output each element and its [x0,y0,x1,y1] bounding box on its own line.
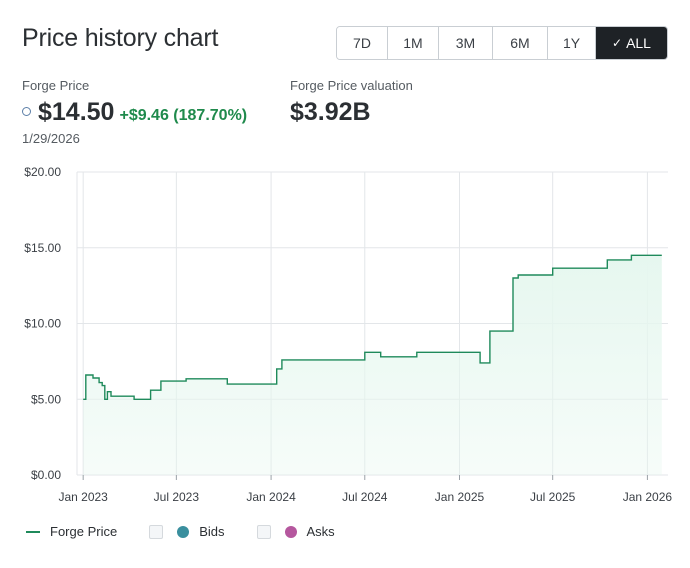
time-range-selector: 7D 1M 3M 6M 1Y ✓ ALL [336,26,668,60]
range-label: 3M [455,35,476,51]
valuation-value: $3.92B [290,98,371,126]
x-tick-label: Jan 2023 [58,490,108,504]
legend-label-asks: Asks [306,524,335,539]
y-tick-label: $20.00 [24,165,61,179]
y-tick-label: $0.00 [31,468,61,482]
range-label: 1Y [562,35,581,51]
valuation-label: Forge Price valuation [290,78,413,93]
range-label: 7D [353,35,371,51]
chart-legend: Forge Price Bids Asks [26,524,335,539]
range-button-3m[interactable]: 3M [439,27,493,59]
legend-label-bids: Bids [199,524,225,539]
y-tick-label: $10.00 [24,317,61,331]
legend-dot-bids-icon [177,525,190,538]
price-date: 1/29/2026 [22,131,80,146]
range-button-7d[interactable]: 7D [337,27,388,59]
y-tick-label: $15.00 [24,241,61,255]
x-tick-label: Jul 2025 [530,490,576,504]
range-label: 6M [510,35,530,51]
range-button-1m[interactable]: 1M [388,27,439,59]
price-line [83,254,662,400]
y-tick-label: $5.00 [31,392,61,406]
price-row: $14.50 +$9.46 (187.70%) [22,98,247,127]
range-label: ALL [626,35,651,51]
legend-line-icon [26,530,40,533]
x-tick-label: Jul 2023 [154,490,200,504]
range-button-6m[interactable]: 6M [493,27,548,59]
price-chart: $0.00 $5.00 $10.00 $15.00 $20.00 Jan 2023 Jul … [24,165,673,504]
price-label: Forge Price [22,78,90,93]
check-icon: ✓ [612,36,623,50]
legend-label-price: Forge Price [50,524,118,539]
price-marker-icon [22,107,31,116]
x-tick-label: Jan 2026 [623,490,673,504]
x-tick-label: Jan 2025 [435,490,485,504]
range-label: 1M [403,35,423,51]
range-button-all[interactable]: ✓ ALL [596,27,667,59]
page-title: Price history chart [22,24,219,52]
range-button-1y[interactable]: 1Y [548,27,596,59]
x-tick-label: Jul 2024 [342,490,388,504]
price-change: +$9.46 (187.70%) [119,107,248,124]
x-tick-label: Jan 2024 [246,490,296,504]
price-area [83,255,662,475]
legend-checkbox-asks[interactable] [256,524,271,539]
legend-checkbox-bids[interactable] [149,524,164,539]
legend-dot-asks-icon [284,525,297,538]
price-value: $14.50 [38,98,115,126]
